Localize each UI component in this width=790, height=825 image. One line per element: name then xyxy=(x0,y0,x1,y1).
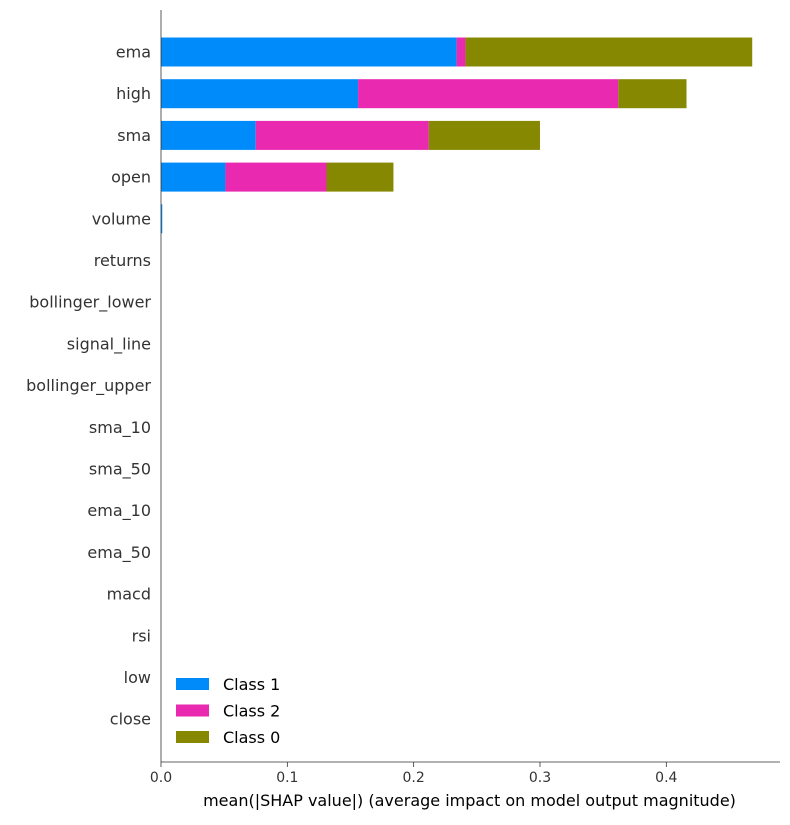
category-label-rsi: rsi xyxy=(132,626,151,645)
category-label-sma_10: sma_10 xyxy=(89,418,151,438)
category-label-signal_line: signal_line xyxy=(67,334,151,354)
legend: Class 1 Class 2 Class 0 xyxy=(176,675,280,747)
x-tick-label: 0.0 xyxy=(150,770,172,786)
x-tick-label: 0.1 xyxy=(276,770,298,786)
bar-high-class-0 xyxy=(618,79,687,109)
x-tick-label: 0.3 xyxy=(529,770,551,786)
x-tick-label: 0.2 xyxy=(403,770,425,786)
category-label-low: low xyxy=(124,668,151,687)
category-label-volume: volume xyxy=(92,209,151,228)
bar-sma-class-0 xyxy=(428,120,540,150)
legend-label-class-2: Class 2 xyxy=(223,702,280,721)
category-label-ema_10: ema_10 xyxy=(87,501,151,521)
legend-swatch-class-0 xyxy=(176,731,209,743)
category-label-sma_50: sma_50 xyxy=(89,460,151,480)
bars-layer xyxy=(161,37,753,234)
legend-label-class-0: Class 0 xyxy=(223,728,280,747)
bar-volume-class-1 xyxy=(161,204,163,234)
category-labels: ema high sma open volume returns bollinger_low… xyxy=(26,43,151,729)
category-label-sma: sma xyxy=(117,126,151,145)
bar-open-class-0 xyxy=(326,162,394,192)
category-label-ema_50: ema_50 xyxy=(87,543,151,563)
x-tick-label: 0.4 xyxy=(655,770,677,786)
x-axis-title: mean(|SHAP value|) (average impact on mo… xyxy=(203,791,736,810)
bar-open-class-2 xyxy=(225,162,327,192)
legend-label-class-1: Class 1 xyxy=(223,675,280,694)
category-label-close: close xyxy=(110,710,151,729)
legend-swatch-class-2 xyxy=(176,704,209,717)
legend-swatch-class-1 xyxy=(176,678,209,690)
category-label-macd: macd xyxy=(107,585,151,604)
category-label-open: open xyxy=(111,168,151,187)
bar-ema-class-0 xyxy=(465,37,753,67)
category-label-bollinger_upper: bollinger_upper xyxy=(26,376,151,396)
bar-ema-class-2 xyxy=(456,37,466,67)
bar-high-class-2 xyxy=(358,79,619,109)
bar-open-class-1 xyxy=(161,162,226,192)
bar-sma-class-1 xyxy=(161,120,256,150)
bar-ema-class-1 xyxy=(161,37,457,67)
bar-sma-class-2 xyxy=(255,120,429,150)
x-ticks: 0.0 0.1 0.2 0.3 0.4 xyxy=(150,762,678,786)
category-label-returns: returns xyxy=(94,251,151,270)
bar-high-class-1 xyxy=(161,79,359,109)
category-label-bollinger_lower: bollinger_lower xyxy=(29,293,151,313)
category-label-high: high xyxy=(116,84,151,103)
category-label-ema: ema xyxy=(116,43,151,62)
